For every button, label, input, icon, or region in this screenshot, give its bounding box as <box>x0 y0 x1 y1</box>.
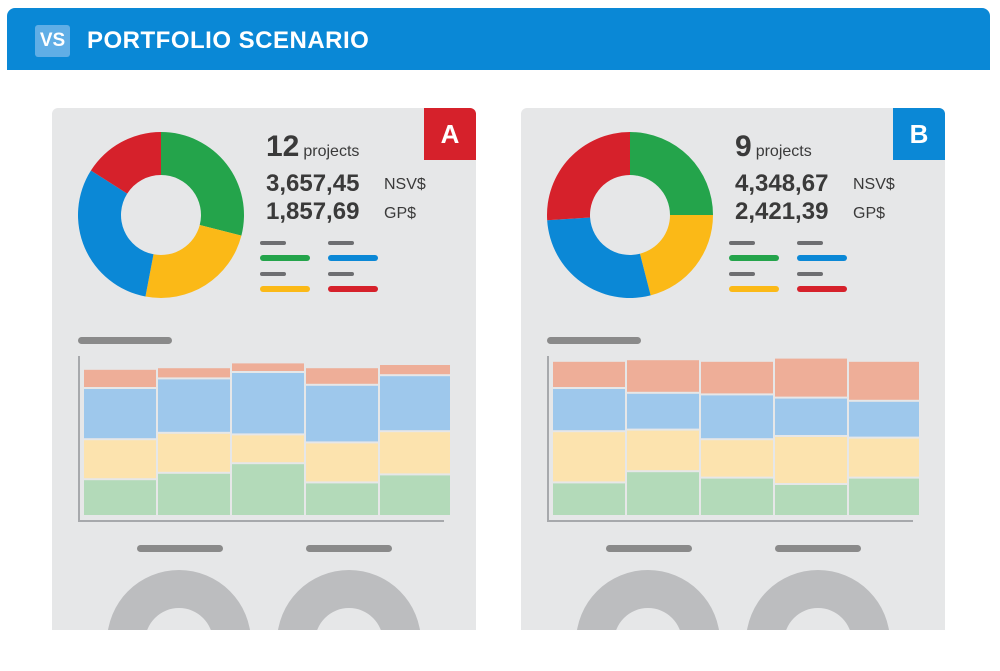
chart-axis <box>547 356 913 522</box>
scenario-panel-b: B 9 projects 4,348,67 NSV$ 2,421,39 GP$ <box>521 108 945 630</box>
bar-segment-4-1 <box>849 438 919 477</box>
gauge-icon-left <box>108 570 250 630</box>
legend-a <box>260 241 400 301</box>
gp-value: 1,857,69 <box>266 198 360 225</box>
donut-chart-a <box>77 132 244 298</box>
stacked-bar-chart-a <box>78 356 450 522</box>
donut-slice-1 <box>145 224 242 298</box>
bar-segment-1-1 <box>627 430 699 471</box>
gp-value: 2,421,39 <box>735 198 829 225</box>
bar-segment-4-0 <box>849 478 919 515</box>
bar-segment-1-0 <box>158 473 230 515</box>
bar-segment-0-2 <box>553 389 625 431</box>
bar-chart-title-placeholder <box>547 337 641 344</box>
gauge-icon-right <box>278 570 420 630</box>
gp-label: GP$ <box>384 205 417 222</box>
bottom-label-placeholder-left <box>137 545 223 552</box>
bar-segment-3-1 <box>775 437 847 483</box>
bar-segment-1-2 <box>627 393 699 429</box>
bar-segment-4-2 <box>849 401 919 437</box>
bar-chart-title-placeholder <box>78 337 172 344</box>
bar-segment-2-1 <box>232 435 304 463</box>
bar-segment-4-0 <box>380 475 450 515</box>
bottom-label-placeholder-right <box>775 545 861 552</box>
bar-segment-3-0 <box>775 485 847 515</box>
gauge-icon-left <box>577 570 719 630</box>
bar-segment-0-0 <box>553 483 625 515</box>
donut-slice-0 <box>630 132 713 215</box>
bar-segment-1-3 <box>627 360 699 392</box>
donut-slice-2 <box>77 170 154 297</box>
bar-segment-0-3 <box>553 361 625 387</box>
bar-segment-3-3 <box>775 358 847 397</box>
scenario-label-b: B <box>893 108 945 160</box>
bar-segment-1-0 <box>627 472 699 515</box>
bar-segment-2-3 <box>232 363 304 371</box>
bar-segment-0-3 <box>84 369 156 387</box>
donut-slice-3 <box>90 132 161 194</box>
stacked-bar-chart-b <box>547 356 919 522</box>
projects-count-value: 12 <box>266 130 300 163</box>
donut-slice-3 <box>547 132 630 221</box>
projects-count-a: 12 projects <box>266 130 359 164</box>
bar-segment-2-3 <box>701 361 773 394</box>
bar-segment-2-2 <box>701 395 773 439</box>
bar-segment-2-0 <box>701 478 773 515</box>
gauge-icon-right <box>747 570 889 630</box>
nsv-value: 3,657,45 <box>266 170 360 197</box>
bar-segment-2-0 <box>232 464 304 515</box>
donut-chart-b <box>547 132 713 298</box>
bar-segment-2-2 <box>232 373 304 434</box>
header-bar: VS PORTFOLIO SCENARIO <box>7 8 990 70</box>
page-title: PORTFOLIO SCENARIO <box>87 27 370 54</box>
bar-segment-0-2 <box>84 389 156 439</box>
bar-segment-1-1 <box>158 433 230 472</box>
gp-label: GP$ <box>853 205 886 222</box>
donut-slice-2 <box>547 217 651 298</box>
scenario-label-a: A <box>424 108 476 160</box>
nsv-label: NSV$ <box>853 176 895 193</box>
bar-segment-1-3 <box>158 368 230 378</box>
bar-segment-4-2 <box>380 376 450 431</box>
bar-segment-3-2 <box>306 385 378 442</box>
bar-segment-4-3 <box>380 365 450 375</box>
bottom-label-placeholder-left <box>606 545 692 552</box>
bar-segment-3-2 <box>775 398 847 435</box>
scenario-panel-a: A 12 projects 3,657,45 NSV$ 1,857,69 GP$ <box>52 108 476 630</box>
donut-slice-1 <box>639 215 713 296</box>
bottom-label-placeholder-right <box>306 545 392 552</box>
projects-count-value: 9 <box>735 130 752 163</box>
bar-segment-3-3 <box>306 368 378 384</box>
projects-unit: projects <box>755 143 812 160</box>
bar-segment-4-1 <box>380 432 450 474</box>
donut-slice-0 <box>161 132 244 236</box>
bar-segment-0-0 <box>84 480 156 515</box>
chart-axis <box>78 356 444 522</box>
bar-segment-3-1 <box>306 443 378 482</box>
bar-segment-0-1 <box>553 432 625 482</box>
legend-b <box>729 241 869 301</box>
nsv-value: 4,348,67 <box>735 170 829 197</box>
nsv-label: NSV$ <box>384 176 426 193</box>
bar-segment-3-0 <box>306 483 378 515</box>
bar-segment-2-1 <box>701 440 773 477</box>
vs-badge: VS <box>35 25 70 57</box>
projects-unit: projects <box>303 143 360 160</box>
bar-segment-4-3 <box>849 361 919 400</box>
bar-segment-1-2 <box>158 379 230 432</box>
bar-segment-0-1 <box>84 440 156 479</box>
projects-count-b: 9 projects <box>735 130 812 164</box>
